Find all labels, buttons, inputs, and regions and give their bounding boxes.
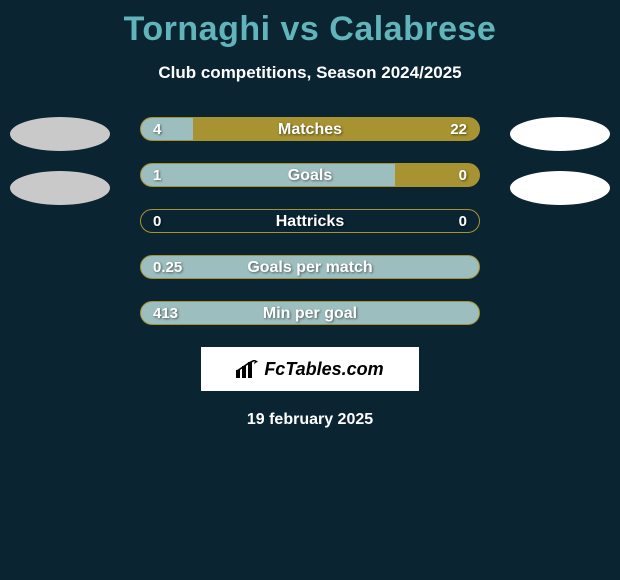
page-title: Tornaghi vs Calabrese — [0, 0, 620, 49]
stats-area: 422Matches 10Goals 00Hattricks 0.25Goals pe… — [0, 117, 620, 325]
stat-bars: 422Matches 10Goals 00Hattricks 0.25Goals pe… — [140, 117, 480, 325]
stat-bar: 00Hattricks — [140, 209, 480, 233]
player-left-icon — [10, 117, 110, 151]
stat-label: Hattricks — [141, 210, 479, 233]
stat-bar: 10Goals — [140, 163, 480, 187]
date-text: 19 february 2025 — [0, 411, 620, 429]
stat-label: Goals per match — [141, 256, 479, 279]
fctables-logo: FcTables.com — [201, 347, 419, 391]
player-left-icon — [10, 171, 110, 205]
page-subtitle: Club competitions, Season 2024/2025 — [0, 63, 620, 83]
logo-text: FcTables.com — [264, 359, 383, 380]
player-right-icon — [510, 171, 610, 205]
stat-label: Goals — [141, 164, 479, 187]
stat-bar: 413Min per goal — [140, 301, 480, 325]
stat-bar: 0.25Goals per match — [140, 255, 480, 279]
stat-label: Matches — [141, 118, 479, 141]
chart-icon — [236, 360, 258, 378]
player-right-icon — [510, 117, 610, 151]
stat-bar: 422Matches — [140, 117, 480, 141]
stat-label: Min per goal — [141, 302, 479, 325]
